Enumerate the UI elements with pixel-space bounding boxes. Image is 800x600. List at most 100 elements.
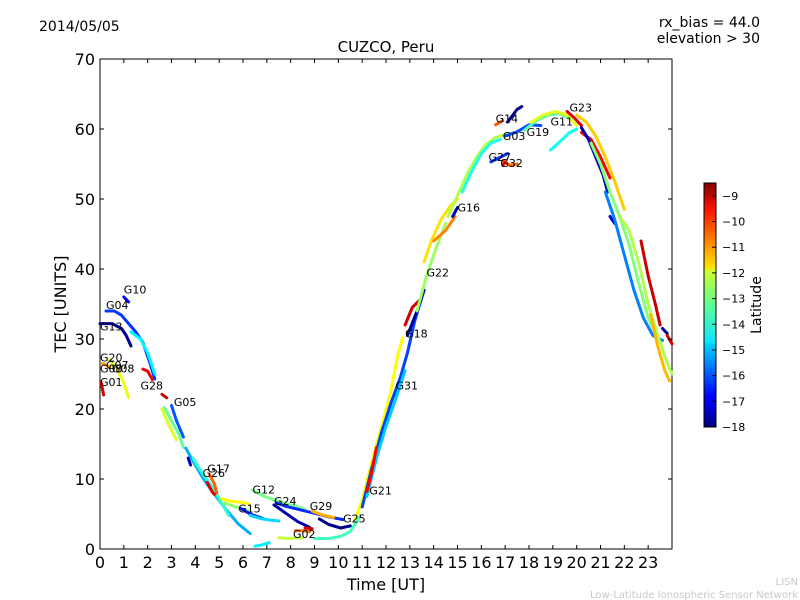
x-tick-label: 19 bbox=[543, 553, 563, 572]
tec-track-16 bbox=[208, 473, 219, 495]
satellite-label-g27: G27 bbox=[489, 151, 512, 164]
satellite-label-g23: G23 bbox=[570, 102, 593, 115]
colorbar-tick-label: −14 bbox=[722, 318, 745, 331]
colorbar-tick-label: −13 bbox=[722, 293, 745, 306]
satellite-label-g11: G11 bbox=[551, 116, 574, 129]
tec-track-53 bbox=[565, 110, 583, 127]
x-tick-label: 23 bbox=[638, 553, 658, 572]
x-tick-label: 9 bbox=[309, 553, 319, 572]
tec-track-4 bbox=[108, 358, 131, 400]
x-tick-label: 3 bbox=[166, 553, 176, 572]
tec-track-40 bbox=[432, 215, 457, 243]
satellite-label-g03: G03 bbox=[503, 130, 526, 143]
tec-track-32 bbox=[353, 336, 405, 522]
tec-track-12 bbox=[160, 407, 178, 442]
tec-track-3 bbox=[129, 330, 157, 376]
y-tick-label: 0 bbox=[85, 540, 95, 559]
tec-track-36 bbox=[403, 299, 421, 327]
satellite-label-g17: G17 bbox=[207, 463, 230, 476]
satellite-label-g14: G14 bbox=[496, 113, 519, 126]
rx-bias-label: rx_bias = 44.0 bbox=[659, 15, 760, 31]
tec-track-41 bbox=[451, 205, 459, 218]
x-tick-label: 21 bbox=[590, 553, 610, 572]
tec-track-25 bbox=[253, 541, 271, 548]
tec-track-42 bbox=[446, 131, 519, 218]
x-tick-label: 20 bbox=[566, 553, 586, 572]
colorbar-tick-label: −11 bbox=[722, 241, 745, 254]
satellite-label-g07: G07 bbox=[106, 359, 129, 372]
y-tick-label: 70 bbox=[75, 50, 95, 69]
satellite-label-g08: G08 bbox=[100, 363, 123, 376]
satellite-label-g29: G29 bbox=[310, 500, 333, 513]
colorbar-tick-label: −17 bbox=[722, 395, 745, 408]
satellite-label-g16: G16 bbox=[458, 202, 481, 215]
satellite-label-g05: G05 bbox=[174, 396, 197, 409]
colorbar-tick-label: −10 bbox=[722, 216, 745, 229]
colorbar-label: Latitude bbox=[749, 276, 765, 334]
tec-track-62 bbox=[649, 313, 672, 383]
satellite-label-g21: G21 bbox=[369, 484, 392, 497]
tec-track-24 bbox=[272, 503, 312, 529]
y-tick-label: 20 bbox=[75, 400, 95, 419]
tec-track-28 bbox=[293, 529, 312, 533]
tec-track-58 bbox=[589, 141, 660, 341]
x-tick-label: 12 bbox=[376, 553, 396, 572]
tec-track-64 bbox=[665, 334, 674, 346]
y-axis-label: TEC [UNITS] bbox=[51, 256, 70, 354]
tec-track-46 bbox=[501, 160, 507, 167]
series-layer bbox=[98, 105, 674, 548]
tec-track-8 bbox=[160, 392, 169, 400]
tec-track-26 bbox=[277, 536, 305, 540]
tec-track-63 bbox=[661, 327, 669, 335]
tec-track-59 bbox=[603, 190, 664, 342]
tec-track-5 bbox=[100, 362, 111, 369]
x-tick-label: 6 bbox=[238, 553, 248, 572]
tec-track-29 bbox=[303, 526, 314, 531]
colorbar-tick-label: −18 bbox=[722, 421, 745, 434]
x-tick-label: 5 bbox=[214, 553, 224, 572]
y-tick-label: 50 bbox=[75, 190, 95, 209]
tec-track-52 bbox=[549, 127, 579, 152]
satellite-label-g01: G01 bbox=[100, 376, 123, 389]
y-tick-label: 60 bbox=[75, 120, 95, 139]
satellite-label-g08: G08 bbox=[112, 363, 135, 376]
tec-track-48 bbox=[506, 105, 524, 124]
colorbar-gradient bbox=[703, 182, 717, 428]
tec-track-18 bbox=[220, 497, 250, 505]
tec-track-47 bbox=[494, 119, 505, 127]
elevation-label: elevation > 30 bbox=[657, 31, 760, 47]
satellite-label-g13: G13 bbox=[100, 321, 123, 334]
satellite-label-g12: G12 bbox=[253, 484, 276, 497]
x-tick-label: 13 bbox=[400, 553, 420, 572]
satellite-label-g02: G02 bbox=[293, 528, 316, 541]
y-tick-label: 30 bbox=[75, 330, 95, 349]
tec-track-60 bbox=[618, 215, 674, 376]
colorbar-tick-label: −15 bbox=[722, 344, 745, 357]
y-tick-label: 40 bbox=[75, 260, 95, 279]
satellite-label-g20: G20 bbox=[100, 351, 123, 364]
x-tick-label: 0 bbox=[95, 553, 105, 572]
tec-track-15 bbox=[186, 456, 193, 467]
satellite-label-g10: G10 bbox=[124, 284, 147, 297]
satellite-label-g18: G18 bbox=[405, 328, 428, 341]
x-tick-label: 10 bbox=[328, 553, 348, 572]
satellite-label-g04: G04 bbox=[106, 299, 129, 312]
tec-track-35 bbox=[365, 446, 378, 494]
tec-track-51 bbox=[529, 110, 579, 127]
tec-track-9 bbox=[122, 295, 131, 304]
satellite-label-g19: G19 bbox=[527, 126, 550, 139]
chart-title: CUZCO, Peru bbox=[338, 38, 435, 56]
tec-track-7 bbox=[141, 367, 154, 382]
satellite-label-g25: G25 bbox=[343, 512, 366, 525]
tec-track-11 bbox=[162, 406, 185, 449]
x-axis-ticks: 0 1 2 3 4 5 6 7 8 9 10 11 12 13 14 15 16 17 18 19 20 21 22 23 bbox=[95, 59, 658, 572]
footer-lisn: LISN bbox=[776, 577, 798, 588]
x-tick-label: 17 bbox=[495, 553, 515, 572]
colorbar: −9 −10 −11 −12 −13 −14 −15 −16 −17 −18 Latitude bbox=[703, 182, 765, 434]
satellite-label-g22: G22 bbox=[427, 267, 450, 280]
plot-frame bbox=[99, 58, 673, 550]
colorbar-tick-label: −9 bbox=[722, 190, 738, 203]
